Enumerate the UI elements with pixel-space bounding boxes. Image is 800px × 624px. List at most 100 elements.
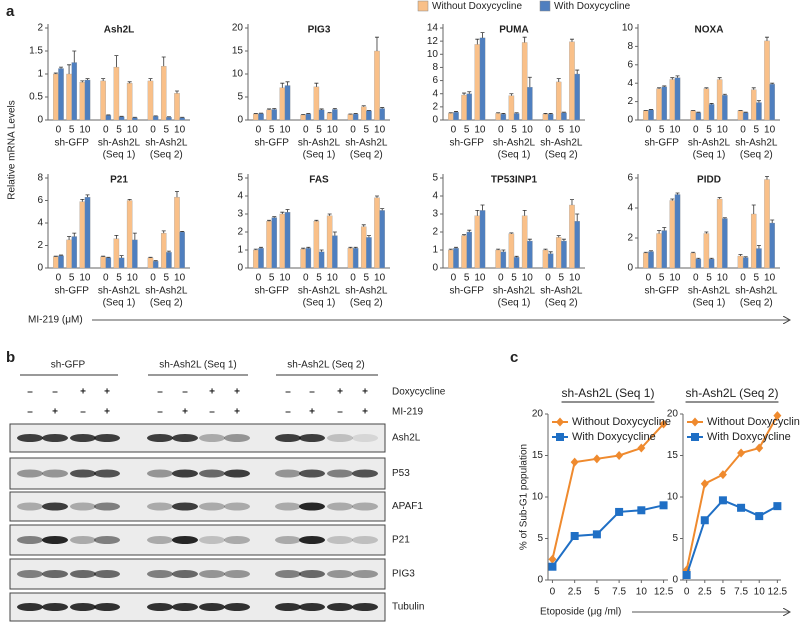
bar [147,80,154,121]
error-bar [675,75,680,78]
bar [284,212,291,269]
error-bar [514,112,519,114]
chart-title: NOXA [695,25,724,36]
error-bar [253,248,258,250]
blot-band [147,603,173,611]
y-tick-label: 2 [37,240,43,251]
error-bar [522,36,527,43]
x-tick-label: 0 [693,125,699,136]
blot-band [299,502,325,511]
bar [521,215,528,269]
error-bar [467,229,472,232]
y-tick-label: 2 [37,23,43,34]
x-tick-label: 5 [116,125,122,136]
y-tick-label: 0 [37,115,43,126]
error-bar [756,100,761,103]
x-tick-label: 5 [364,125,370,136]
group-label: sh-Ash2L [145,286,188,297]
bar [360,106,367,121]
bar [521,42,528,121]
error-bar [675,192,680,195]
group-label: sh-Ash2L [540,286,583,297]
condition-sign: – [285,407,291,418]
error-bar [764,36,769,41]
group-label: sh-Ash2L [735,286,778,297]
x-tick-label: 0 [56,273,62,284]
bar [542,249,549,269]
error-bar [717,77,722,80]
x-tick-label: 0 [150,273,156,284]
chart-title: P21 [110,175,128,186]
bar [113,66,120,121]
protein-label: Tubulin [392,602,424,613]
bar [500,113,507,121]
line [551,504,664,568]
y-tick-label: 5 [432,173,438,184]
bar [347,248,354,269]
protein-label: P53 [392,468,410,479]
blot-band [275,536,301,544]
blot-band [327,434,353,442]
bar [366,110,372,121]
error-bar [527,76,532,88]
error-bar [556,78,561,82]
x-tick-label: 0 [740,125,746,136]
bar [84,79,91,121]
legend-marker [691,433,699,441]
y-tick-label: 4 [432,88,438,99]
y-tick-label: 2 [627,96,633,107]
error-bar [380,107,385,109]
bar [58,255,64,269]
error-bar [306,246,311,249]
legend-label: Without Doxycycline [432,1,522,12]
error-bar [272,108,277,110]
x-tick-label: 7.5 [612,587,626,598]
condition-sign: + [337,387,343,398]
blot-band [352,603,378,611]
legend-swatch [539,0,551,12]
error-bar [496,112,501,114]
y-tick-label: 6 [627,59,633,70]
x-tick-label: 0 [150,125,156,136]
error-bar [148,78,153,81]
blot-band [224,434,250,442]
x-tick-label: 10 [754,587,766,598]
error-bar [569,38,574,42]
bar [313,221,320,269]
y-tick-label: 0 [432,115,438,126]
x-tick-label: 5 [594,587,600,598]
bar [453,248,459,269]
bar [71,62,78,121]
marker [637,506,646,515]
error-bar [361,224,366,227]
blot-band [70,570,96,578]
bar [160,232,167,269]
y-tick-label: 4 [627,203,633,214]
x-tick-label: 10 [374,273,386,284]
y-tick-label: 10 [622,23,634,34]
x-tick-label: 10 [79,125,91,136]
bar [448,249,454,269]
y-tick-label: 6 [37,195,43,206]
x-tick-label: 10 [764,125,776,136]
bar [179,117,185,121]
group-label: sh-Ash2L [688,286,731,297]
group-label: sh-GFP [254,138,289,149]
bar [271,217,278,269]
bar [722,218,728,269]
error-bar [72,232,77,237]
error-bar [662,85,667,87]
panel-label: a [6,3,15,20]
bar [366,237,372,269]
group-label: sh-Ash2L [298,138,341,149]
error-bar [480,204,485,211]
error-bar [374,195,379,198]
bar [326,215,333,269]
y-tick-label: 5 [672,533,678,544]
blot-band [299,570,325,578]
marker [592,454,601,464]
legend-label: With Doxycycline [572,431,656,443]
group-label: sh-Ash2L (Seq 1) [159,360,236,371]
bar [569,41,575,121]
blot-band [224,502,250,511]
